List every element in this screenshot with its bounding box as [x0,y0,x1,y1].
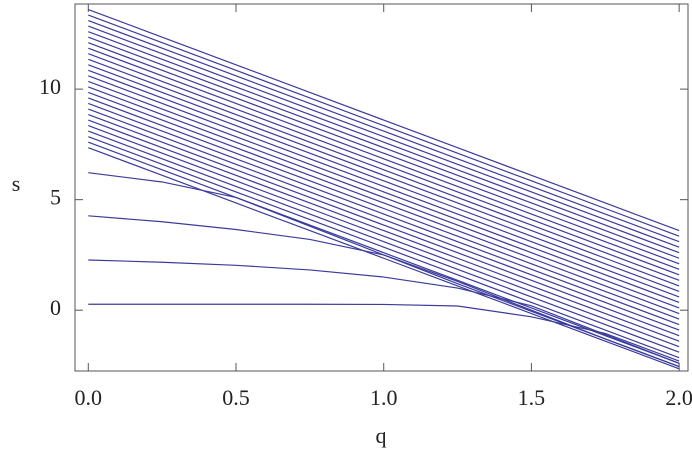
series-line [88,64,680,287]
series-line [88,130,680,353]
series-line [88,31,680,254]
series-line [88,58,680,281]
series-line [88,86,680,309]
series-line [88,91,680,315]
series-line [88,47,680,270]
series-line [88,108,680,331]
x-tick-label: 2.0 [665,385,692,410]
x-axis-label: q [376,423,387,448]
y-tick-label: 0 [50,295,61,320]
series-line [88,102,680,326]
x-tick-label: 0.0 [75,385,103,410]
y-tick-label: 10 [39,74,61,99]
series-line [88,69,680,292]
series-line [88,42,680,265]
series-line [88,119,680,342]
y-tick-label: 5 [50,185,61,210]
series-line [88,97,680,320]
plot-frame [74,3,689,372]
series-line [88,113,680,337]
series-line [88,75,680,298]
x-tick-label: 0.5 [222,385,250,410]
x-tick-label: 1.5 [518,385,546,410]
series-line [88,8,680,232]
x-tick-label: 1.0 [370,385,398,410]
series-line [88,125,680,348]
series-line [88,259,680,364]
series-line [88,172,680,368]
series-line [88,14,680,237]
series-line [88,147,680,370]
y-axis-label: s [12,171,21,196]
series-line [88,36,680,259]
series-line [88,141,680,364]
series-line [88,136,680,359]
series-line [88,80,680,304]
series-line [88,53,680,276]
series-line [88,25,680,248]
series-line [88,20,680,243]
series-line [88,303,680,362]
